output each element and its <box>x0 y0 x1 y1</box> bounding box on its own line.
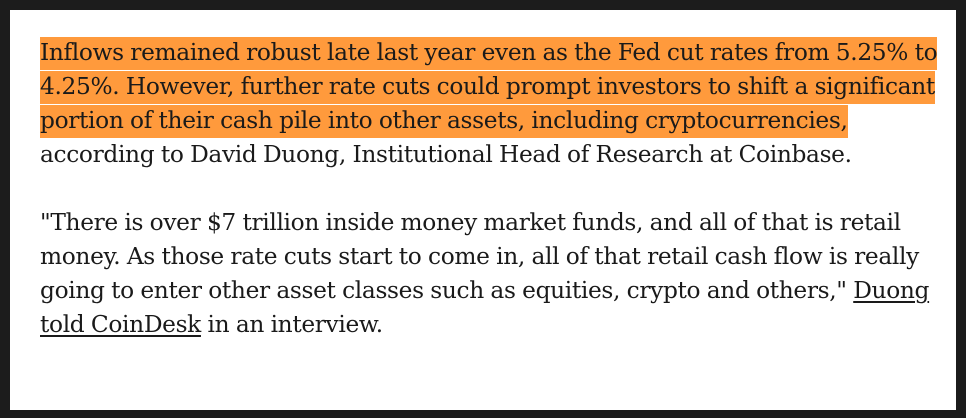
article-body: Inflows remained robust late last year e… <box>40 36 945 376</box>
article-frame: Inflows remained robust late last year e… <box>10 10 956 410</box>
paragraph-2-tail: in an interview. <box>200 311 384 338</box>
coindesk-interview-link[interactable]: Duong told CoinDesk <box>40 277 930 338</box>
paragraph-2: "There is over $7 trillion inside money … <box>40 206 945 342</box>
quote-text: "There is over $7 trillion inside money … <box>40 209 919 304</box>
highlighted-text: Inflows remained robust late last year e… <box>40 37 938 138</box>
paragraph-1: Inflows remained robust late last year e… <box>40 36 945 172</box>
paragraph-1-rest: according to David Duong, Institutional … <box>40 141 852 168</box>
